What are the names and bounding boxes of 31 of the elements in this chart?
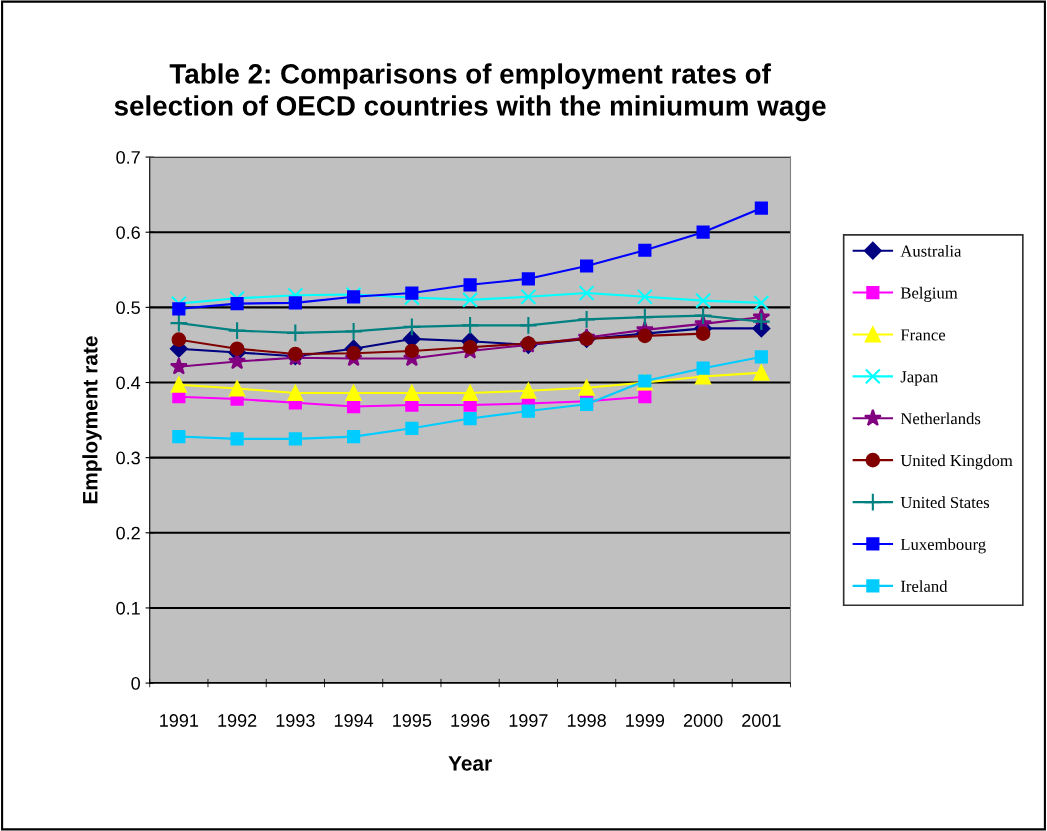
legend-label: Luxembourg	[900, 538, 986, 554]
y-tick-label: 0.1	[116, 601, 140, 615]
y-tick-label: 0.6	[116, 226, 140, 239]
x-tick-label: 1995	[393, 714, 432, 727]
x-axis-title: Year	[448, 756, 492, 771]
x-tick-label: 1999	[626, 714, 665, 727]
x-tick-label: 1997	[509, 714, 548, 727]
x-tick-label: 1993	[276, 714, 315, 727]
y-tick-label: 0	[131, 677, 140, 690]
y-tick-label: 0.7	[116, 150, 140, 164]
y-tick-label: 0.3	[116, 451, 140, 465]
legend-label: France	[900, 329, 946, 341]
y-tick-label: 0.4	[116, 376, 141, 390]
legend-label: United Kingdom	[900, 454, 1013, 470]
x-tick-label: 1991	[160, 714, 199, 727]
x-tick-label: 1998	[567, 714, 606, 727]
legend-label: Australia	[900, 244, 962, 257]
x-tick-label: 1992	[218, 714, 257, 727]
y-tick-label: 0.5	[116, 301, 140, 315]
legend-label: Japan	[900, 371, 939, 386]
legend-label: Netherlands	[900, 412, 981, 425]
x-tick-label: 2000	[683, 714, 723, 727]
x-tick-label: 1994	[334, 714, 374, 727]
y-axis-title: Employment rate	[82, 336, 102, 504]
legend-label: Belgium	[900, 286, 958, 303]
chart-title: Table 2: Comparisons of employment rates of selection of OECD countries with the miniumum wage	[114, 63, 826, 122]
legend-label: United States	[900, 496, 990, 509]
y-tick-label: 0.2	[116, 526, 140, 540]
x-tick-label: 2001	[742, 714, 781, 727]
x-tick-label: 1996	[451, 714, 490, 727]
legend-label: Ireland	[900, 580, 948, 592]
